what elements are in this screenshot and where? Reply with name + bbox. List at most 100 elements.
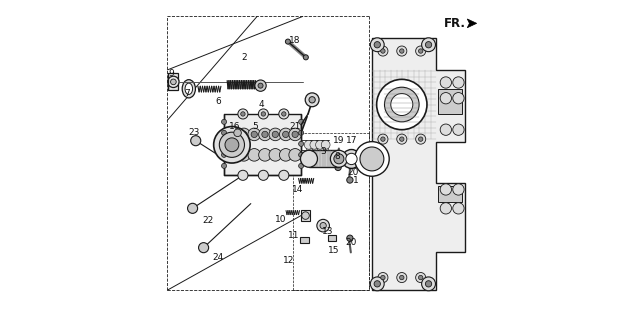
- Text: 20: 20: [348, 168, 359, 177]
- Text: 3: 3: [320, 147, 326, 156]
- Circle shape: [378, 46, 388, 56]
- Circle shape: [378, 272, 388, 283]
- Circle shape: [376, 79, 427, 130]
- Circle shape: [221, 119, 227, 124]
- Circle shape: [198, 243, 209, 253]
- Circle shape: [309, 97, 316, 103]
- Text: 15: 15: [328, 246, 340, 255]
- Circle shape: [259, 170, 268, 180]
- Circle shape: [259, 109, 268, 119]
- Circle shape: [374, 281, 380, 287]
- Circle shape: [440, 124, 451, 135]
- Circle shape: [227, 149, 240, 161]
- Bar: [301, 210, 310, 221]
- Circle shape: [335, 164, 341, 171]
- Circle shape: [371, 38, 384, 52]
- Text: 20: 20: [346, 239, 357, 247]
- Circle shape: [238, 170, 248, 180]
- Circle shape: [385, 87, 419, 122]
- Circle shape: [381, 137, 385, 141]
- Circle shape: [346, 153, 357, 165]
- Circle shape: [248, 149, 260, 161]
- Circle shape: [381, 49, 385, 53]
- Circle shape: [258, 83, 263, 88]
- Text: 6: 6: [215, 97, 221, 106]
- Circle shape: [214, 126, 250, 163]
- Circle shape: [452, 203, 464, 214]
- Circle shape: [170, 79, 176, 85]
- Circle shape: [299, 141, 303, 146]
- Circle shape: [221, 163, 227, 168]
- Circle shape: [360, 147, 384, 171]
- Circle shape: [261, 112, 266, 116]
- Text: 1: 1: [353, 175, 359, 185]
- Text: 17: 17: [346, 136, 357, 145]
- Circle shape: [221, 152, 227, 157]
- Circle shape: [419, 275, 423, 280]
- Bar: [323, 140, 328, 149]
- Circle shape: [230, 131, 237, 137]
- Circle shape: [225, 138, 239, 152]
- Circle shape: [391, 94, 413, 116]
- Circle shape: [289, 149, 301, 161]
- Text: 16: 16: [229, 122, 241, 131]
- Circle shape: [422, 38, 435, 52]
- Ellipse shape: [182, 80, 195, 98]
- Circle shape: [251, 131, 257, 137]
- Text: 7: 7: [184, 89, 190, 98]
- Circle shape: [426, 281, 432, 287]
- Bar: [309, 150, 339, 167]
- Circle shape: [399, 137, 404, 141]
- Text: 13: 13: [322, 228, 333, 236]
- Circle shape: [452, 124, 464, 135]
- Text: 23: 23: [188, 128, 200, 137]
- Circle shape: [272, 131, 278, 137]
- Circle shape: [440, 93, 451, 104]
- Circle shape: [347, 177, 353, 183]
- Bar: [312, 140, 317, 149]
- Circle shape: [248, 128, 260, 141]
- Circle shape: [419, 137, 423, 141]
- Circle shape: [301, 212, 309, 219]
- Circle shape: [334, 154, 344, 164]
- Bar: [317, 140, 323, 149]
- Circle shape: [279, 170, 289, 180]
- Circle shape: [381, 275, 385, 280]
- Circle shape: [452, 184, 464, 195]
- Circle shape: [415, 46, 426, 56]
- Circle shape: [289, 128, 301, 141]
- Circle shape: [241, 112, 245, 116]
- Text: 18: 18: [289, 35, 301, 45]
- Polygon shape: [467, 19, 477, 28]
- Circle shape: [399, 49, 404, 53]
- Circle shape: [397, 134, 407, 144]
- Circle shape: [371, 277, 384, 291]
- Bar: [328, 235, 336, 241]
- Circle shape: [237, 149, 250, 161]
- Text: 4: 4: [259, 100, 264, 109]
- Circle shape: [426, 42, 432, 48]
- Bar: [438, 89, 461, 114]
- Circle shape: [241, 131, 247, 137]
- Circle shape: [422, 277, 435, 291]
- Circle shape: [440, 184, 451, 195]
- Circle shape: [347, 235, 353, 241]
- Ellipse shape: [185, 83, 193, 94]
- Circle shape: [299, 119, 303, 124]
- Circle shape: [283, 131, 289, 137]
- Circle shape: [299, 130, 303, 135]
- Bar: [224, 114, 301, 175]
- Bar: [306, 140, 312, 149]
- Text: 12: 12: [283, 256, 294, 265]
- Circle shape: [299, 163, 303, 168]
- Circle shape: [330, 150, 348, 167]
- Circle shape: [304, 140, 313, 149]
- Circle shape: [303, 55, 308, 60]
- Circle shape: [259, 128, 271, 141]
- Circle shape: [355, 142, 389, 176]
- Circle shape: [280, 128, 292, 141]
- Text: 5: 5: [253, 122, 259, 131]
- Text: 10: 10: [275, 215, 287, 224]
- Circle shape: [285, 39, 291, 44]
- Circle shape: [378, 134, 388, 144]
